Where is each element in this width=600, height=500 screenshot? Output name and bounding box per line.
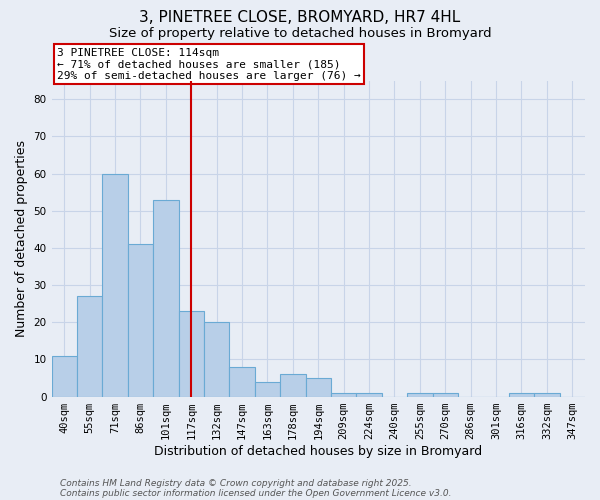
Bar xyxy=(229,367,255,396)
X-axis label: Distribution of detached houses by size in Bromyard: Distribution of detached houses by size … xyxy=(154,444,482,458)
Text: 3 PINETREE CLOSE: 114sqm
← 71% of detached houses are smaller (185)
29% of semi-: 3 PINETREE CLOSE: 114sqm ← 71% of detach… xyxy=(57,48,361,80)
Bar xyxy=(280,374,305,396)
Text: Contains public sector information licensed under the Open Government Licence v3: Contains public sector information licen… xyxy=(60,488,452,498)
Bar xyxy=(179,311,204,396)
Bar xyxy=(331,393,356,396)
Bar xyxy=(103,174,128,396)
Bar xyxy=(534,393,560,396)
Text: 3, PINETREE CLOSE, BROMYARD, HR7 4HL: 3, PINETREE CLOSE, BROMYARD, HR7 4HL xyxy=(139,10,461,25)
Y-axis label: Number of detached properties: Number of detached properties xyxy=(15,140,28,337)
Bar xyxy=(407,393,433,396)
Bar xyxy=(204,322,229,396)
Bar xyxy=(356,393,382,396)
Bar xyxy=(52,356,77,397)
Bar xyxy=(153,200,179,396)
Text: Contains HM Land Registry data © Crown copyright and database right 2025.: Contains HM Land Registry data © Crown c… xyxy=(60,478,412,488)
Bar xyxy=(509,393,534,396)
Text: Size of property relative to detached houses in Bromyard: Size of property relative to detached ho… xyxy=(109,28,491,40)
Bar xyxy=(433,393,458,396)
Bar xyxy=(77,296,103,396)
Bar xyxy=(255,382,280,396)
Bar xyxy=(128,244,153,396)
Bar xyxy=(305,378,331,396)
